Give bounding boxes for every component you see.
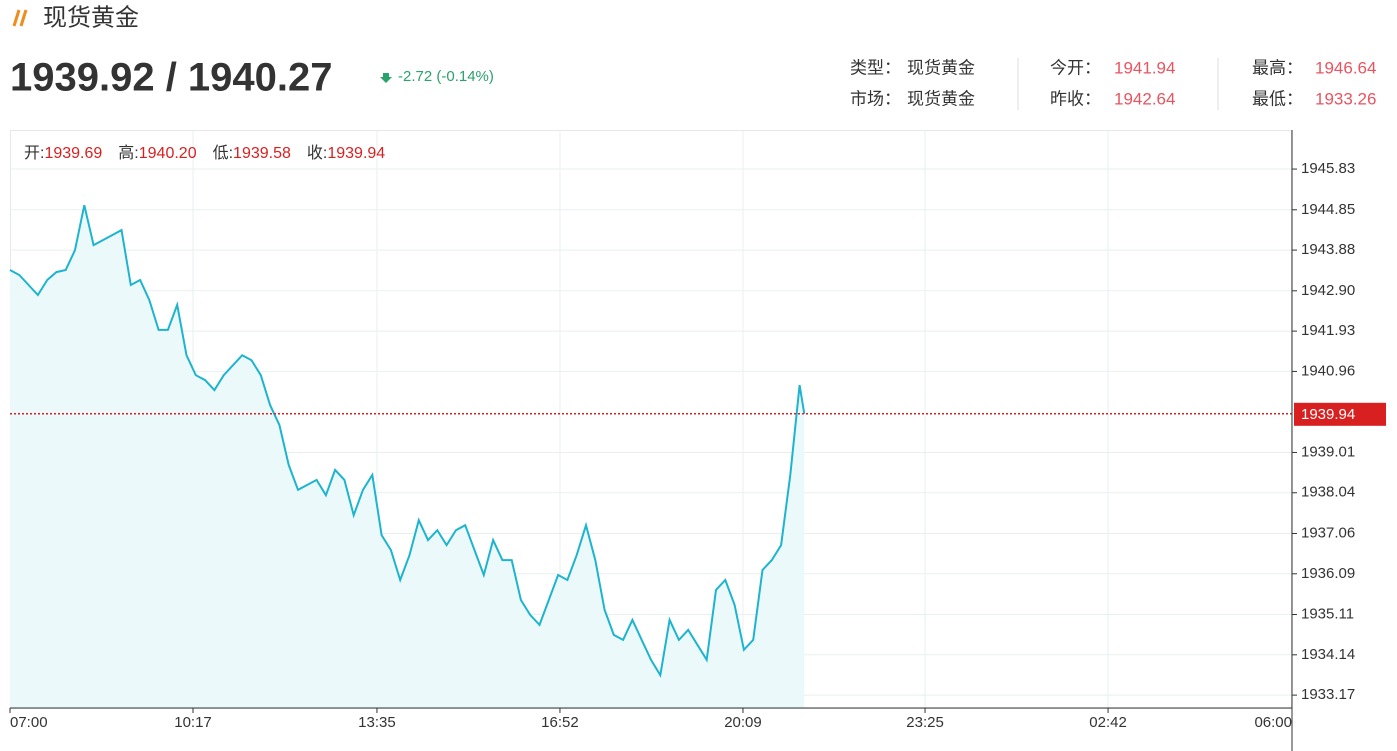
info-label: 昨收：: [1050, 89, 1101, 108]
y-tick-label: 1941.93: [1301, 322, 1355, 339]
price-change: -2.72 (-0.14%): [398, 68, 494, 85]
x-tick-label: 23:25: [906, 714, 944, 731]
x-tick-label: 16:52: [541, 714, 579, 731]
info-value: 现货黄金: [907, 58, 975, 77]
x-tick-label: 02:42: [1089, 714, 1127, 731]
y-tick-label: 1944.85: [1301, 201, 1355, 218]
x-tick-label: 07:00: [10, 714, 48, 731]
ohlc-label: 开:: [24, 145, 44, 162]
info-value: 1942.64: [1114, 89, 1175, 108]
ohlc-label: 低:: [213, 144, 233, 162]
area: [10, 205, 805, 708]
y-tick-label: 1938.04: [1301, 484, 1355, 501]
price-line: [9, 204, 806, 679]
x-tick-label: 10:17: [174, 714, 212, 731]
x-tick-label: 13:35: [358, 714, 396, 731]
y-tick-label: 1934.14: [1301, 646, 1355, 663]
info-label: 市场：: [850, 89, 901, 108]
reference-label-bg: [1294, 402, 1386, 426]
info-value: 现货黄金: [907, 89, 975, 108]
title: 现货黄金: [43, 4, 139, 31]
price: 1939.92 / 1940.27: [10, 56, 333, 100]
y-tick-label: 1933.17: [1301, 686, 1355, 703]
x-tick-label: 20:09: [724, 714, 762, 731]
info-value: 1941.94: [1114, 58, 1175, 77]
y-tick-label: 1943.88: [1301, 241, 1355, 258]
info-label: 最低：: [1252, 89, 1303, 108]
down-arrow: [380, 73, 392, 83]
ohlc-value: 1939.94: [327, 145, 385, 162]
y-tick-label: 1945.83: [1301, 160, 1355, 177]
y-tick-label: 1937.06: [1301, 524, 1355, 541]
info-label: 今开：: [1050, 58, 1101, 77]
ohlc-label: 收:: [307, 144, 327, 162]
y-tick-label: 1942.90: [1301, 282, 1355, 299]
x-tick-label: 06:00: [1254, 714, 1292, 731]
info-value: 1933.26: [1315, 89, 1376, 108]
ohlc-value: 1940.20: [139, 145, 197, 162]
y-tick-label: 1936.09: [1301, 565, 1355, 582]
info-value: 1946.64: [1315, 58, 1376, 77]
y-tick-label: 1935.11: [1301, 605, 1354, 622]
logo-icon: [12, 9, 28, 27]
info-label: 类型：: [850, 58, 901, 77]
ohlc-label: 高:: [118, 144, 138, 162]
ohlc-value: 1939.69: [44, 145, 102, 162]
reference-label: 1939.94: [1301, 406, 1355, 423]
ohlc-value: 1939.58: [233, 145, 291, 162]
y-tick-label: 1939.01: [1301, 443, 1355, 460]
info-label: 最高：: [1252, 58, 1303, 77]
y-tick-label: 1940.96: [1301, 362, 1355, 379]
